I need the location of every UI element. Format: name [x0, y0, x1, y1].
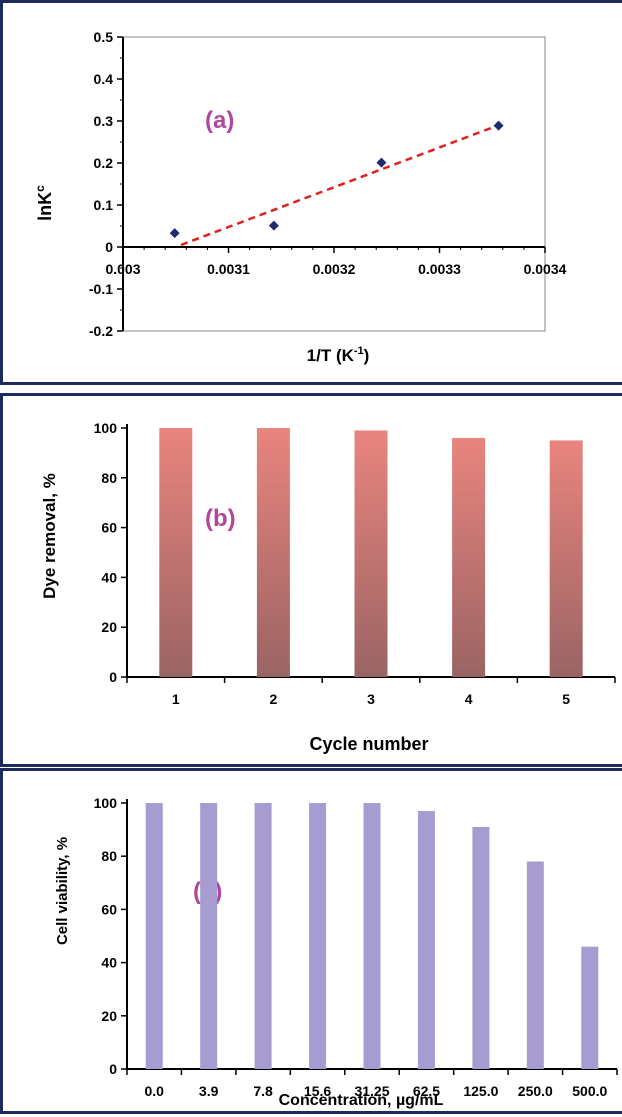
x-tick-label-a: 0.003: [105, 261, 140, 277]
y-tick-label-b: 60: [101, 520, 117, 536]
x-tick-label-c: 15.6: [304, 1083, 331, 1099]
y-tick-label-a: 0: [105, 239, 113, 255]
x-tick-label-c: 500.0: [572, 1083, 607, 1099]
x-tick-label-b: 5: [562, 691, 570, 707]
x-tick-label-a: 0.0031: [207, 261, 250, 277]
y-tick-label-c: 60: [101, 901, 117, 917]
plot-area-a: [122, 36, 546, 332]
bar-chart-b: (b) Dye removal, % Cycle number 0 20 40 60 8…: [40, 420, 616, 754]
data-point: [268, 220, 279, 231]
bar: [309, 803, 327, 1069]
panel-b: (b) Dye removal, % Cycle number 0 20 40 60 8…: [0, 393, 622, 767]
bar: [145, 803, 163, 1069]
bar: [354, 430, 388, 677]
x-axis-title-c: Concentration, µg/mL: [279, 1092, 444, 1109]
x-tick-label-b: 1: [172, 691, 180, 707]
bar-chart-c: (c) Cell viability, % Concentration, µg/…: [54, 795, 618, 1109]
bar: [452, 437, 486, 677]
data-point: [376, 157, 387, 168]
x-axis-title-b: Cycle number: [309, 734, 428, 754]
y-tick-label-b: 0: [109, 669, 117, 685]
x-tick-label-a: 0.0033: [418, 261, 461, 277]
y-tick-label-c: 0: [109, 1061, 117, 1077]
bar: [256, 428, 290, 677]
bar: [200, 803, 218, 1069]
x-tick-label-b: 4: [465, 691, 473, 707]
y-tick-label-c: 20: [101, 1008, 117, 1024]
panel-label-b: (b): [205, 505, 236, 532]
x-tick-label-c: 250.0: [518, 1083, 553, 1099]
y-tick-label-b: 80: [101, 470, 117, 486]
y-tick-label-a: -0.2: [89, 323, 113, 339]
x-tick-label-a: 0.0032: [313, 261, 356, 277]
x-tick-label-c: 62.5: [413, 1083, 440, 1099]
bar: [363, 803, 381, 1069]
y-tick-label-b: 100: [94, 420, 118, 436]
y-axis-title-b: Dye removal, %: [40, 473, 59, 599]
panel-c: (c) Cell viability, % Concentration, µg/…: [0, 768, 622, 1114]
scatter-chart-a: (a) lnKc 1/T (K-1) -0.2 -0.1 0 0.1 0.2 0.3 0.4…: [33, 29, 567, 365]
y-tick-label-c: 80: [101, 848, 117, 864]
trendline: [180, 124, 500, 247]
y-tick-label-a: 0.4: [94, 71, 114, 87]
y-tick-label-a: 0.1: [94, 197, 114, 213]
x-tick-label-c: 125.0: [463, 1083, 498, 1099]
bar: [526, 861, 544, 1069]
data-point: [169, 228, 180, 239]
bar: [254, 803, 272, 1069]
data-point: [493, 120, 504, 131]
y-tick-label-a: 0.2: [94, 155, 114, 171]
panel-label-a: (a): [205, 107, 234, 134]
x-tick-label-b: 3: [367, 691, 375, 707]
y-axis-title-c: Cell viability, %: [54, 837, 71, 945]
x-axis-title-a: 1/T (K-1): [307, 345, 370, 365]
y-tick-label-c: 40: [101, 955, 117, 971]
bar: [472, 826, 490, 1069]
x-tick-label-c: 3.9: [199, 1083, 219, 1099]
y-tick-label-a: 0.3: [94, 113, 114, 129]
bar: [159, 428, 193, 677]
y-tick-label-b: 40: [101, 569, 117, 585]
y-tick-label-a: -0.1: [89, 281, 113, 297]
bar: [417, 810, 435, 1069]
x-tick-label-c: 31.25: [354, 1083, 389, 1099]
x-tick-label-a: 0.0034: [524, 261, 567, 277]
x-tick-label-c: 7.8: [253, 1083, 273, 1099]
y-tick-label-c: 100: [94, 795, 118, 811]
x-tick-label-c: 0.0: [144, 1083, 164, 1099]
y-tick-label-b: 20: [101, 619, 117, 635]
bar: [549, 440, 583, 677]
bar: [581, 946, 599, 1069]
y-axis-title-a: lnKc: [33, 185, 55, 221]
panel-a: (a) lnKc 1/T (K-1) -0.2 -0.1 0 0.1 0.2 0.3 0.4…: [0, 0, 622, 385]
y-tick-label-a: 0.5: [94, 29, 114, 45]
x-tick-label-b: 2: [270, 691, 278, 707]
